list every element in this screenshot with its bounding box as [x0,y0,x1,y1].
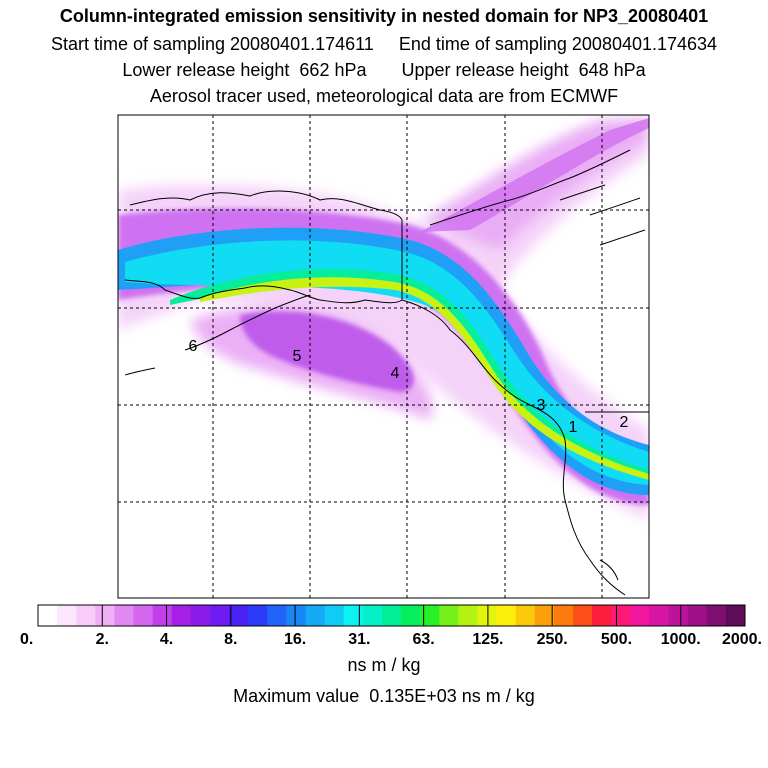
track-point-label: 6 [189,338,198,355]
track-point-label: 2 [620,414,629,431]
colorbar-units: ns m / kg [347,655,421,675]
track-point-label: 3 [537,397,546,414]
sensitivity-map: 1 2 3 4 5 6 [117,114,650,599]
max-value-text: Maximum value 0.135E+03 ns m / kg [233,686,535,706]
map-title: Column-integrated emission sensitivity i… [59,6,709,26]
map-frame [117,114,650,599]
coastlines [124,149,649,596]
plume-yellowgreen [200,277,649,480]
track-point-label: 4 [391,365,400,382]
track-point-label: 5 [293,348,302,365]
sampling-time-line: Start time of sampling 20080401.174611 E… [50,34,718,54]
plume-branch [420,118,649,232]
tracer-info-line: Aerosol tracer used, meteorological data… [149,86,619,106]
map-labels: 1 2 3 4 5 6 [189,338,629,436]
track-point-label: 1 [569,419,578,436]
release-height-line: Lower release height 662 hPa Upper relea… [122,60,646,80]
